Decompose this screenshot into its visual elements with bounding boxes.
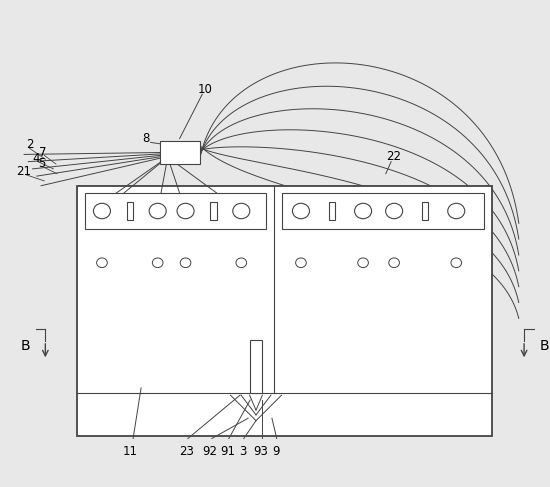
Text: 10: 10: [197, 83, 212, 96]
Text: 91: 91: [220, 445, 235, 458]
Bar: [85, 193, 266, 229]
Text: B: B: [20, 339, 30, 353]
Text: B: B: [540, 339, 549, 353]
Bar: [422, 202, 428, 220]
Text: 93: 93: [254, 445, 268, 458]
Bar: [160, 141, 200, 164]
Text: 9: 9: [272, 445, 280, 458]
Text: 3: 3: [240, 445, 247, 458]
Bar: [329, 202, 335, 220]
Text: 4: 4: [32, 152, 40, 165]
Bar: [250, 340, 262, 393]
Text: 2: 2: [26, 138, 33, 151]
Bar: [282, 193, 484, 229]
Text: 22: 22: [386, 150, 402, 163]
Text: 11: 11: [123, 445, 138, 458]
Text: 92: 92: [203, 445, 218, 458]
Bar: [77, 186, 492, 436]
Text: 8: 8: [142, 132, 150, 145]
Text: 21: 21: [16, 165, 31, 178]
Text: 5: 5: [38, 157, 45, 170]
Text: 23: 23: [179, 445, 194, 458]
Bar: [126, 202, 133, 220]
Text: 7: 7: [39, 146, 46, 159]
Bar: [210, 202, 217, 220]
